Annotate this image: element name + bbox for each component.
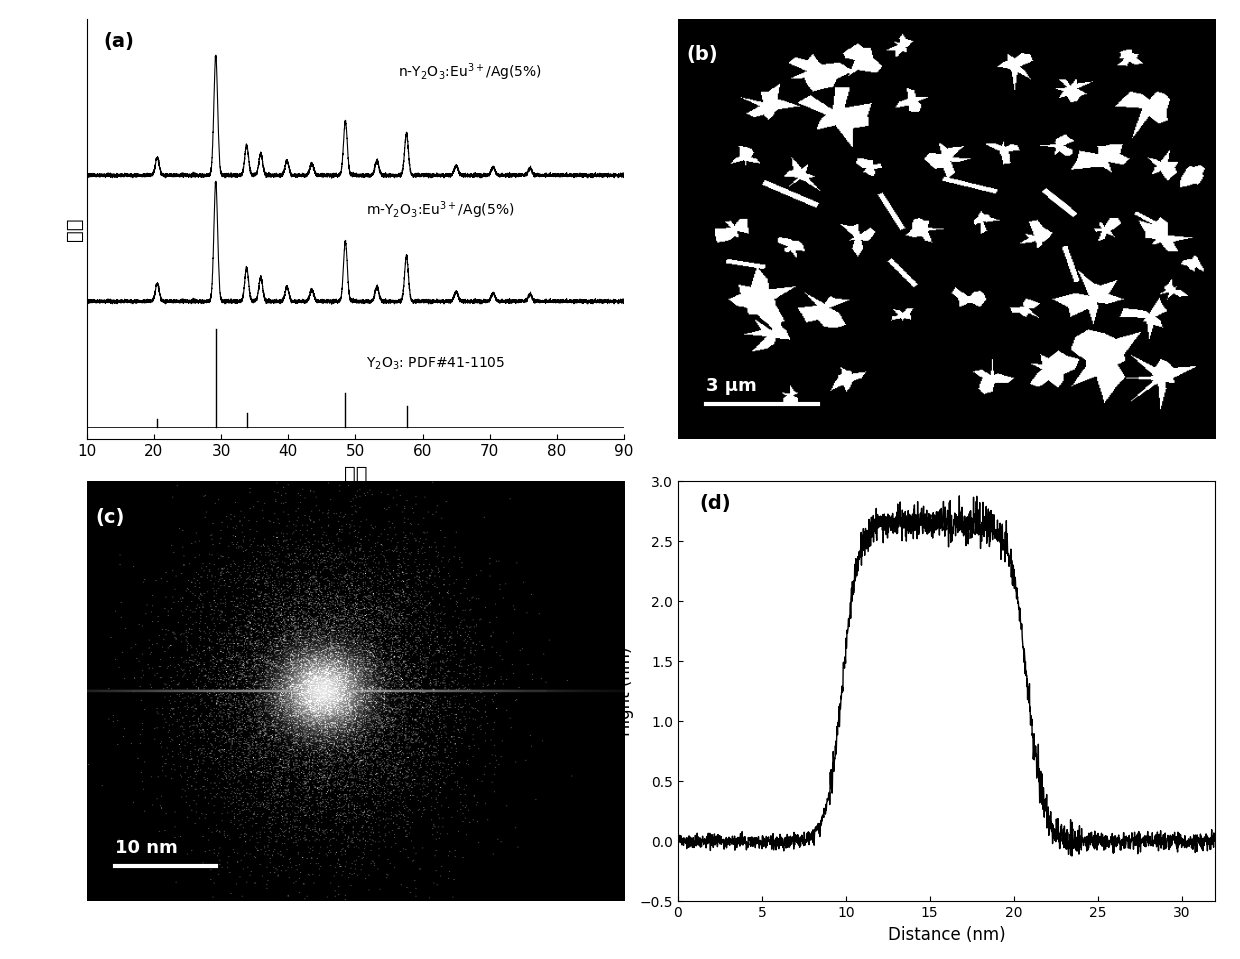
Text: (a): (a) xyxy=(103,32,134,51)
X-axis label: Distance (nm): Distance (nm) xyxy=(888,925,1006,944)
X-axis label: 角度: 角度 xyxy=(343,465,367,483)
Text: n-Y$_2$O$_3$:Eu$^{3+}$/Ag(5%): n-Y$_2$O$_3$:Eu$^{3+}$/Ag(5%) xyxy=(398,61,543,82)
Text: 3 μm: 3 μm xyxy=(706,377,756,395)
Text: m-Y$_2$O$_3$:Eu$^{3+}$/Ag(5%): m-Y$_2$O$_3$:Eu$^{3+}$/Ag(5%) xyxy=(366,199,515,222)
Text: (d): (d) xyxy=(699,494,732,513)
Text: Y$_2$O$_3$: PDF#41-1105: Y$_2$O$_3$: PDF#41-1105 xyxy=(366,355,506,372)
Text: 10 nm: 10 nm xyxy=(115,839,177,857)
Y-axis label: 强度: 强度 xyxy=(64,218,84,241)
Y-axis label: Hight (nm): Hight (nm) xyxy=(616,646,634,737)
Text: (c): (c) xyxy=(95,507,125,526)
Text: (b): (b) xyxy=(687,45,718,64)
